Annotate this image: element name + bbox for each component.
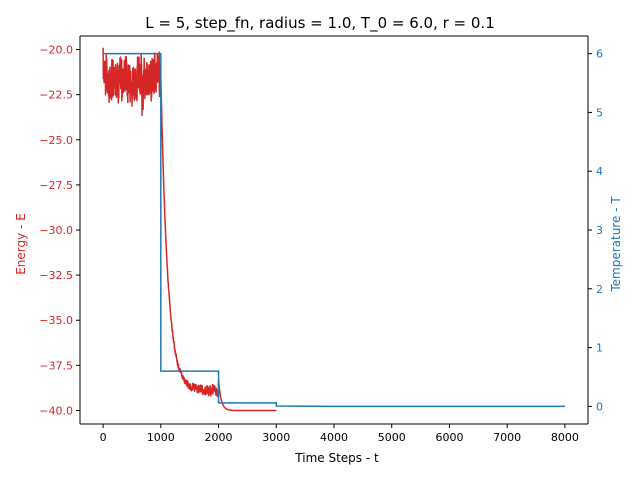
y-left-tick-label: −35.0	[39, 314, 73, 327]
y-right-tick-label: 2	[596, 283, 603, 296]
y-left-tick-label: −25.0	[39, 134, 73, 147]
y-axis-left-label: Energy - E	[14, 213, 28, 275]
y-axis-right-label: Temperature - T	[609, 196, 623, 293]
x-tick-label: 4000	[320, 431, 348, 444]
x-axis-label: Time Steps - t	[294, 451, 379, 465]
y-right-tick-label: 6	[596, 48, 603, 61]
y-left-tick-label: −22.5	[39, 89, 73, 102]
x-tick-label: 5000	[378, 431, 406, 444]
y-left-tick-label: −32.5	[39, 269, 73, 282]
y-left-tick-label: −40.0	[39, 404, 73, 417]
y-left-tick-label: −30.0	[39, 224, 73, 237]
y-right-tick-label: 0	[596, 400, 603, 413]
axes: 0 1000 2000 3000 4000 5000 6000 7000 8000 −20.0 −2…	[39, 35, 603, 444]
y-right-tick-label: 3	[596, 224, 603, 237]
x-tick-label: 8000	[551, 431, 579, 444]
x-tick-label: 2000	[205, 431, 233, 444]
y-right-tick-label: 4	[596, 165, 603, 178]
x-tick-label: 1000	[147, 431, 175, 444]
x-tick-label: 3000	[262, 431, 290, 444]
chart-title: L = 5, step_fn, radius = 1.0, T_0 = 6.0,…	[145, 14, 495, 33]
y-left-tick-label: −20.0	[39, 44, 73, 57]
y-right-tick-label: 5	[596, 106, 603, 119]
y-left-tick-label: −37.5	[39, 359, 73, 372]
y-right-tick-label: 1	[596, 342, 603, 355]
x-tick-label: 0	[100, 431, 107, 444]
temperature-series-line	[103, 52, 565, 408]
energy-series-line	[102, 47, 277, 412]
x-tick-label: 6000	[435, 431, 463, 444]
plot-area	[102, 47, 565, 412]
x-tick-label: 7000	[493, 431, 521, 444]
y-left-tick-label: −27.5	[39, 179, 73, 192]
